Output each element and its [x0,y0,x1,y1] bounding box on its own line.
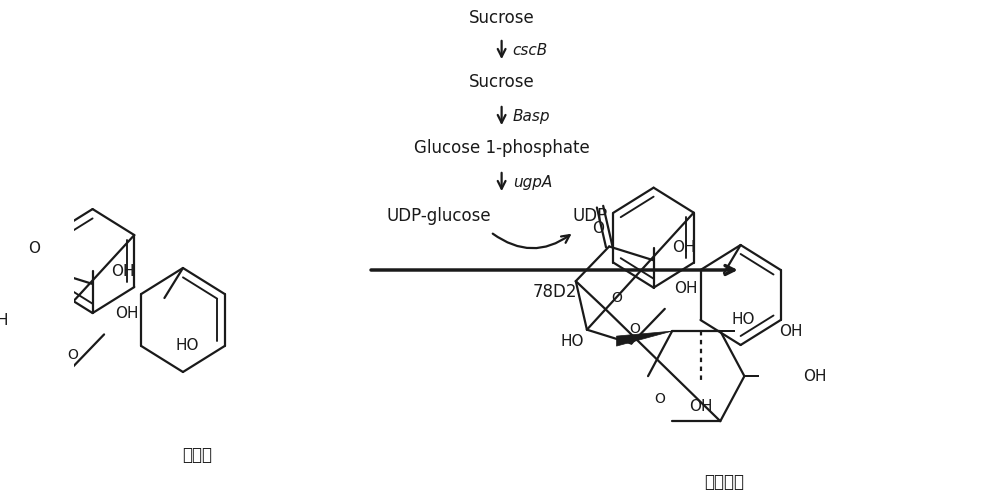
Text: OH: OH [115,306,138,321]
Text: Glucose 1-phosphate: Glucose 1-phosphate [414,139,589,157]
Text: 78D2: 78D2 [532,283,577,301]
Text: OH: OH [803,369,826,384]
Text: ugpA: ugpA [513,175,552,190]
Polygon shape [617,331,672,346]
Text: O: O [611,291,622,305]
FancyArrowPatch shape [493,234,570,248]
Text: O: O [592,221,604,236]
Text: UDP-glucose: UDP-glucose [386,207,491,225]
Text: HO: HO [175,338,199,353]
Text: O: O [630,321,641,335]
Text: OH: OH [672,240,696,255]
Text: O: O [68,348,79,362]
Text: OH: OH [675,281,698,296]
Text: UDP: UDP [572,207,607,225]
Text: OH: OH [779,323,802,339]
Text: OH: OH [0,313,9,328]
Text: cscB: cscB [513,42,548,57]
Text: Sucrose: Sucrose [469,73,534,91]
Text: HO: HO [731,312,755,327]
Text: 紫云英苷: 紫云英苷 [704,473,744,491]
Text: Basp: Basp [513,108,550,123]
Text: O: O [29,241,41,255]
Text: O: O [655,392,666,406]
Text: OH: OH [689,399,713,414]
Text: Sucrose: Sucrose [469,9,534,27]
Text: HO: HO [561,334,584,349]
Text: OH: OH [111,264,135,279]
Text: 山茶酵: 山茶酵 [182,446,212,464]
